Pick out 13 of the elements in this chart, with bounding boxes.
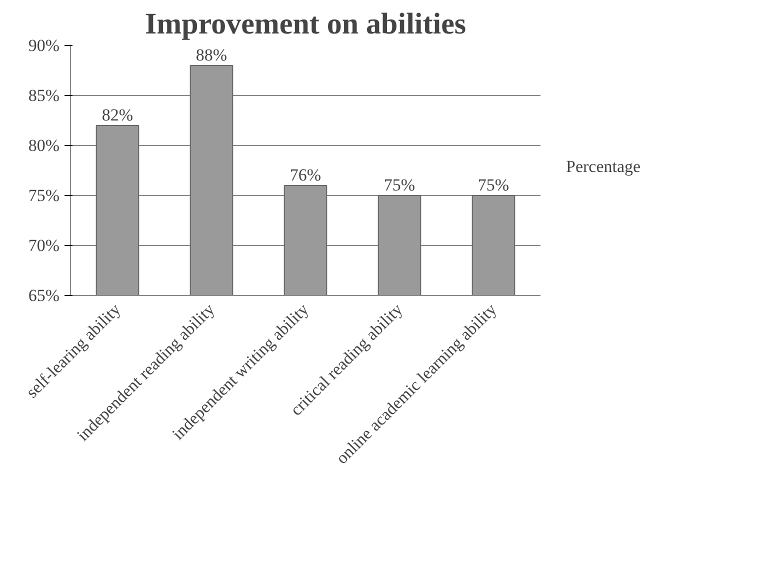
data-label: 76% xyxy=(290,166,322,184)
y-tick-label: 90% xyxy=(28,36,60,55)
data-label: 88% xyxy=(196,46,228,64)
y-tick-label: 85% xyxy=(28,86,60,105)
text: Percentage xyxy=(566,156,641,176)
y-tick-label: 65% xyxy=(28,286,60,305)
data-label: 82% xyxy=(102,106,134,124)
data-label: 75% xyxy=(384,176,416,194)
y-tick-label: 70% xyxy=(28,236,60,255)
y-tick-label: 75% xyxy=(28,186,60,205)
data-label: 75% xyxy=(478,176,510,194)
chart-title: Improvement on abilities xyxy=(144,8,466,40)
y-tick-label: 80% xyxy=(28,136,60,155)
